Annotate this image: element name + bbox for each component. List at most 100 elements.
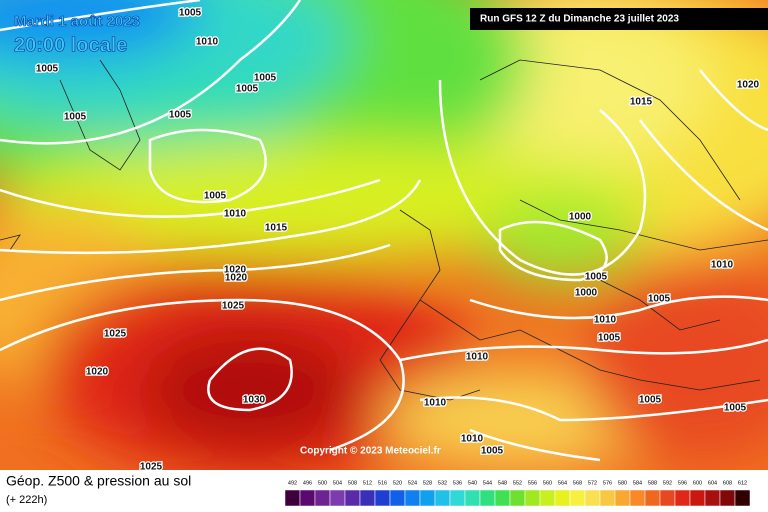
- scale-label: 560: [543, 480, 552, 486]
- isobar-label: 1025: [222, 301, 245, 312]
- isobar-label: 1005: [204, 191, 227, 202]
- scale-swatch: [344, 489, 361, 507]
- scale-label: 528: [423, 480, 432, 486]
- scale-label: 612: [738, 480, 747, 486]
- scale-swatch: [509, 489, 526, 507]
- scale-label: 520: [393, 480, 402, 486]
- scale-swatch: [479, 489, 496, 507]
- scale-label: 556: [528, 480, 537, 486]
- isobar-label: 1010: [196, 37, 219, 48]
- footer-title: Géop. Z500 & pression au sol: [6, 473, 191, 489]
- isobar-label: 1020: [224, 265, 247, 276]
- geopotential-field: [0, 0, 768, 470]
- scale-label: 588: [648, 480, 657, 486]
- scale-label: 552: [513, 480, 522, 486]
- scale-label: 516: [378, 480, 387, 486]
- isobar-label: 1030: [243, 395, 266, 406]
- scale-swatch: [599, 489, 616, 507]
- scale-swatch: [689, 489, 706, 507]
- scale-swatch: [329, 489, 346, 507]
- scale-swatch: [389, 489, 406, 507]
- isobar-label: 1025: [140, 462, 163, 473]
- scale-label: 496: [303, 480, 312, 486]
- scale-label: 564: [558, 480, 567, 486]
- scale-label: 592: [663, 480, 672, 486]
- scale-swatch: [719, 489, 736, 507]
- run-box: [470, 8, 768, 30]
- scale-label: 508: [348, 480, 357, 486]
- isobar-label: 1010: [466, 352, 489, 363]
- isobar-label: 1005: [169, 110, 192, 121]
- scale-label: 568: [573, 480, 582, 486]
- scale-label: 576: [603, 480, 612, 486]
- isobar-label: 1005: [648, 294, 671, 305]
- scale-label: 504: [333, 480, 342, 486]
- isobar-label: 1020: [86, 367, 109, 378]
- isobar-label: 1005: [481, 446, 504, 457]
- scale-label: 584: [633, 480, 642, 486]
- isobar-label: 1005: [639, 395, 662, 406]
- scale-swatch: [464, 489, 481, 507]
- isobar-label: 1010: [594, 315, 617, 326]
- scale-swatch: [674, 489, 691, 507]
- isobar-label: 1020: [225, 273, 248, 284]
- scale-swatch: [734, 489, 751, 507]
- scale-label: 580: [618, 480, 627, 486]
- scale-swatch: [584, 489, 601, 507]
- scale-swatch: [629, 489, 646, 507]
- scale-swatch: [524, 489, 541, 507]
- scale-swatch: [419, 489, 436, 507]
- isobar-label: 1005: [36, 64, 59, 75]
- scale-label: 548: [498, 480, 507, 486]
- scale-swatch: [494, 489, 511, 507]
- scale-swatch: [284, 489, 301, 507]
- scale-swatch: [554, 489, 571, 507]
- copyright: Copyright © 2023 Meteociel.fr: [300, 446, 441, 457]
- run-info: Run GFS 12 Z du Dimanche 23 juillet 2023: [480, 14, 679, 25]
- scale-label: 536: [453, 480, 462, 486]
- valid-time: 20:00 locale: [14, 34, 127, 56]
- isobar-label: 1020: [737, 80, 760, 91]
- isobar-label: 1000: [569, 212, 592, 223]
- scale-swatch: [704, 489, 721, 507]
- isobar-label: 1010: [711, 260, 734, 271]
- isobar-label: 1005: [236, 84, 259, 95]
- scale-label: 540: [468, 480, 477, 486]
- isobar-label: 1010: [224, 209, 247, 220]
- isobar-label: 1005: [179, 8, 202, 19]
- scale-swatch: [449, 489, 466, 507]
- scale-label: 500: [318, 480, 327, 486]
- scale-label: 512: [363, 480, 372, 486]
- isobar-label: 1015: [630, 97, 653, 108]
- scale-label: 596: [678, 480, 687, 486]
- scale-swatch: [614, 489, 631, 507]
- isobar-label: 1000: [575, 288, 598, 299]
- scale-label: 532: [438, 480, 447, 486]
- scale-swatch: [569, 489, 586, 507]
- isobar-label: 1005: [585, 272, 608, 283]
- scale-label: 524: [408, 480, 417, 486]
- isobar-label: 1005: [598, 333, 621, 344]
- scale-label: 492: [288, 480, 297, 486]
- isobar-label: 1005: [64, 112, 87, 123]
- scale-swatch: [299, 489, 316, 507]
- scale-label: 608: [723, 480, 732, 486]
- scale-swatch: [314, 489, 331, 507]
- scale-swatch: [434, 489, 451, 507]
- lead-time: (+ 222h): [6, 494, 47, 506]
- scale-swatch: [539, 489, 556, 507]
- isobar-label: 1025: [104, 329, 127, 340]
- scale-label: 572: [588, 480, 597, 486]
- isobar-label: 1010: [461, 434, 484, 445]
- scale-label: 544: [483, 480, 492, 486]
- scale-swatch: [404, 489, 421, 507]
- isobar-label: 1005: [724, 403, 747, 414]
- scale-label: 604: [708, 480, 717, 486]
- scale-swatch: [359, 489, 376, 507]
- scale-swatch: [659, 489, 676, 507]
- isobar-label: 1010: [424, 398, 447, 409]
- valid-date: Mardi 1 août 2023: [14, 13, 140, 30]
- isobar-label: 1005: [254, 73, 277, 84]
- scale-swatch: [374, 489, 391, 507]
